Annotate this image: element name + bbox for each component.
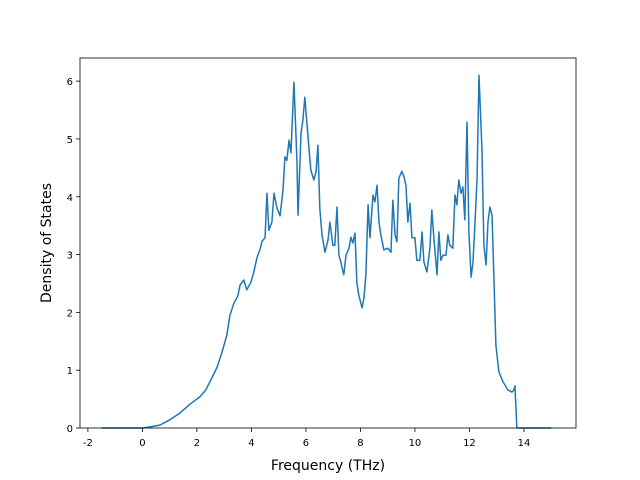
x-tick-label: 0 — [139, 438, 145, 449]
y-tick-label: 6 — [67, 77, 73, 88]
y-tick-label: 0 — [67, 424, 73, 435]
y-tick-label: 3 — [67, 251, 73, 262]
plot-frame — [79, 57, 577, 429]
y-tick-label: 1 — [67, 366, 73, 377]
y-tick-label: 5 — [67, 135, 73, 146]
x-tick-label: 2 — [194, 438, 200, 449]
y-axis-label: Density of States — [39, 183, 55, 303]
x-tick-label: 12 — [463, 438, 476, 449]
x-tick-label: 14 — [518, 438, 531, 449]
x-tick-label: 8 — [357, 438, 363, 449]
line-series — [101, 74, 552, 429]
x-tick-label: 6 — [303, 438, 309, 449]
y-tick-label: 2 — [67, 308, 73, 319]
x-axis-label: Frequency (THz) — [271, 458, 385, 474]
y-tick-label: 4 — [67, 193, 73, 204]
x-tick-label: 4 — [248, 438, 254, 449]
x-tick-label: -2 — [83, 438, 93, 449]
x-tick-label: 10 — [409, 438, 422, 449]
